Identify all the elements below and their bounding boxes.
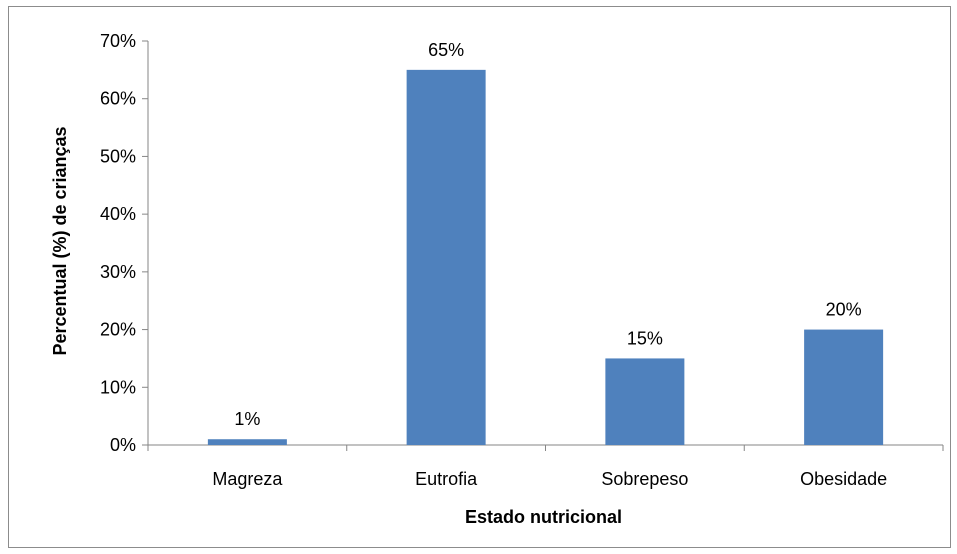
- labels-group: 1% Magreza 65% Eutrofia 15% Sobrepeso 20% Obesi…: [212, 40, 887, 489]
- x-category-label-sobrepeso: Sobrepeso: [601, 469, 688, 489]
- bar-eutrofia: [406, 69, 486, 445]
- bar-sobrepeso: [605, 358, 685, 445]
- y-tick-label: 70%: [100, 31, 136, 51]
- data-label-obesidade: 20%: [826, 300, 862, 320]
- y-axis: 0% 10% 20% 30% 40% 50% 60% 70%: [100, 31, 149, 455]
- x-category-label-obesidade: Obesidade: [800, 469, 887, 489]
- y-tick-label: 20%: [100, 320, 136, 340]
- y-tick-label: 50%: [100, 146, 136, 166]
- x-axis: [147, 444, 944, 451]
- bars-group: [207, 69, 884, 445]
- x-axis-title: Estado nutricional: [465, 507, 622, 527]
- bar-magreza: [207, 439, 287, 445]
- y-axis-title: Percentual (%) de crianças: [50, 126, 70, 355]
- x-category-label-eutrofia: Eutrofia: [415, 469, 478, 489]
- data-label-magreza: 1%: [234, 409, 260, 429]
- data-label-sobrepeso: 15%: [627, 328, 663, 348]
- y-tick-label: 40%: [100, 204, 136, 224]
- y-tick-label: 60%: [100, 89, 136, 109]
- data-label-eutrofia: 65%: [428, 40, 464, 60]
- bar-obesidade: [804, 329, 884, 445]
- y-tick-label: 10%: [100, 377, 136, 397]
- y-tick-label: 0%: [110, 435, 136, 455]
- y-tick-label: 30%: [100, 262, 136, 282]
- x-category-label-magreza: Magreza: [212, 469, 283, 489]
